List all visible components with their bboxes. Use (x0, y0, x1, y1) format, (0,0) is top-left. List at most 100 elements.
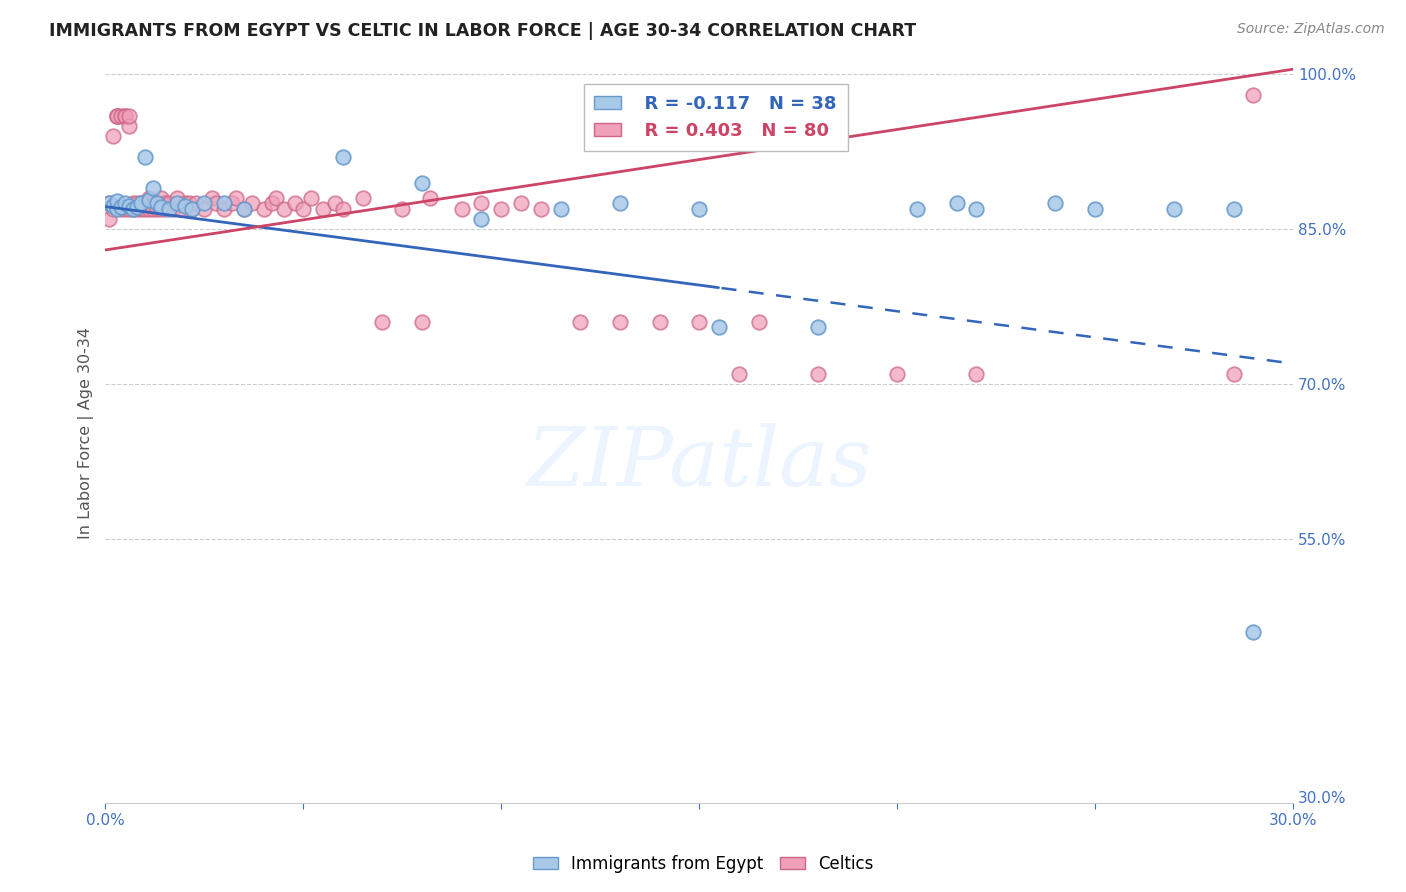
Point (260, 196, 283, 211)
Point (419, 191, 441, 205)
Point (146, 196, 169, 211)
Point (1222, 367, 1244, 381)
Point (569, 315, 592, 329)
Point (292, 202, 315, 216)
Point (323, 196, 346, 211)
Point (1222, 202, 1244, 216)
Point (205, 196, 228, 211)
Point (162, 202, 184, 216)
Point (212, 196, 235, 211)
Point (166, 191, 188, 205)
Point (129, 196, 152, 211)
Point (232, 202, 254, 216)
Point (352, 191, 374, 205)
Point (138, 202, 160, 216)
Point (470, 196, 492, 211)
Point (332, 202, 354, 216)
Point (129, 202, 152, 216)
Point (1084, 202, 1107, 216)
Point (110, 200, 132, 214)
Point (648, 315, 671, 329)
Point (114, 109, 136, 123)
Point (1241, 88, 1264, 103)
Point (470, 211, 492, 226)
Point (965, 367, 987, 381)
Point (945, 196, 967, 211)
Point (177, 196, 200, 211)
Point (232, 202, 254, 216)
Point (193, 202, 215, 216)
Point (157, 196, 180, 211)
Point (284, 196, 307, 211)
Point (118, 119, 141, 133)
Point (114, 109, 136, 123)
Point (118, 202, 141, 216)
Point (138, 194, 160, 208)
Point (807, 367, 830, 381)
Point (1045, 196, 1067, 211)
Point (264, 191, 287, 205)
Point (748, 315, 770, 329)
Point (157, 202, 180, 216)
Point (530, 202, 553, 216)
Point (98, 196, 121, 211)
Point (103, 198, 125, 212)
Point (173, 198, 195, 212)
Point (98, 211, 121, 226)
Point (240, 196, 263, 211)
Text: ZIPatlas: ZIPatlas (526, 423, 872, 503)
Point (142, 196, 165, 211)
Point (103, 202, 125, 216)
Point (1163, 202, 1185, 216)
Point (110, 109, 132, 123)
Point (173, 196, 195, 211)
Point (299, 191, 322, 205)
Legend: Immigrants from Egypt, Celtics: Immigrants from Egypt, Celtics (526, 848, 880, 880)
Point (153, 202, 176, 216)
Point (118, 198, 141, 212)
Point (609, 196, 631, 211)
Point (103, 129, 125, 144)
Legend:   R = -0.117   N = 38,   R = 0.403   N = 80: R = -0.117 N = 38, R = 0.403 N = 80 (583, 84, 848, 151)
Point (221, 196, 243, 211)
Point (391, 202, 413, 216)
Point (142, 202, 165, 216)
Point (273, 202, 295, 216)
Point (201, 191, 224, 205)
Point (688, 315, 710, 329)
Point (134, 202, 156, 216)
Point (125, 200, 148, 214)
Point (125, 202, 148, 216)
Point (110, 202, 132, 216)
Point (105, 194, 128, 209)
Point (166, 196, 188, 211)
Point (153, 196, 176, 211)
Point (510, 196, 533, 211)
Point (122, 196, 145, 211)
Point (371, 315, 394, 329)
Point (105, 109, 128, 123)
Point (181, 202, 204, 216)
Point (149, 202, 172, 216)
Point (411, 315, 433, 329)
Point (225, 191, 247, 205)
Point (550, 202, 572, 216)
Point (332, 150, 354, 164)
Point (98, 196, 121, 211)
Point (965, 202, 987, 216)
Point (122, 202, 145, 216)
Point (169, 202, 191, 216)
Point (411, 176, 433, 190)
Point (609, 315, 631, 329)
Point (727, 367, 749, 381)
Point (186, 196, 208, 211)
Point (688, 202, 710, 216)
Point (134, 196, 156, 211)
Text: IMMIGRANTS FROM EGYPT VS CELTIC IN LABOR FORCE | AGE 30-34 CORRELATION CHART: IMMIGRANTS FROM EGYPT VS CELTIC IN LABOR… (49, 22, 917, 40)
Point (312, 202, 335, 216)
Y-axis label: In Labor Force | Age 30-34: In Labor Force | Age 30-34 (79, 327, 94, 540)
Point (105, 109, 128, 123)
Point (146, 196, 169, 211)
Point (253, 202, 276, 216)
Point (707, 320, 730, 334)
